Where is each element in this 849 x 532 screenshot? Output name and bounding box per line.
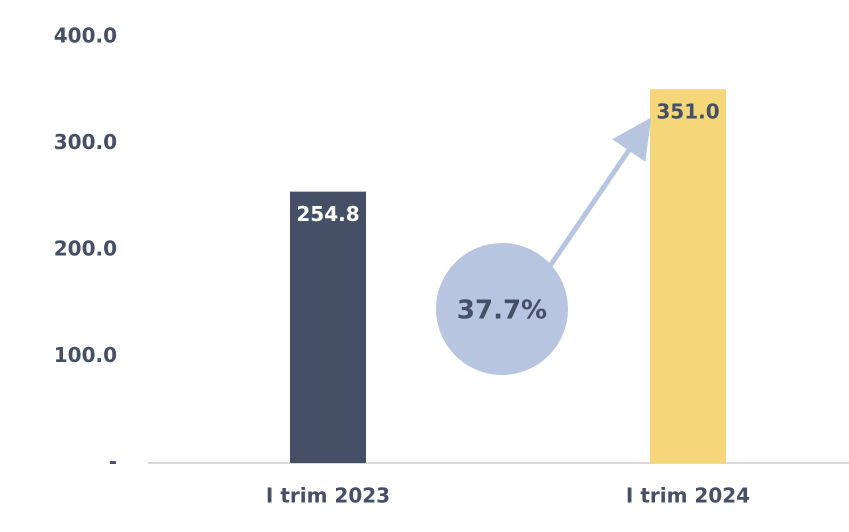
- y-tick-label: 400.0: [54, 24, 117, 48]
- y-tick-label: 300.0: [54, 130, 117, 154]
- x-tick-label: I trim 2023: [266, 484, 390, 508]
- y-tick-label: 100.0: [54, 343, 117, 367]
- growth-badge: [436, 243, 568, 375]
- x-tick-label: I trim 2024: [626, 484, 750, 508]
- bar: [290, 191, 366, 463]
- bar: [650, 89, 726, 463]
- y-tick-label: -: [109, 450, 117, 474]
- growth-arrow: [547, 117, 652, 268]
- growth-label: 37.7%: [457, 296, 547, 326]
- y-tick-label: 200.0: [54, 237, 117, 261]
- value-label: 351.0: [656, 100, 719, 124]
- value-label: 254.8: [296, 202, 359, 226]
